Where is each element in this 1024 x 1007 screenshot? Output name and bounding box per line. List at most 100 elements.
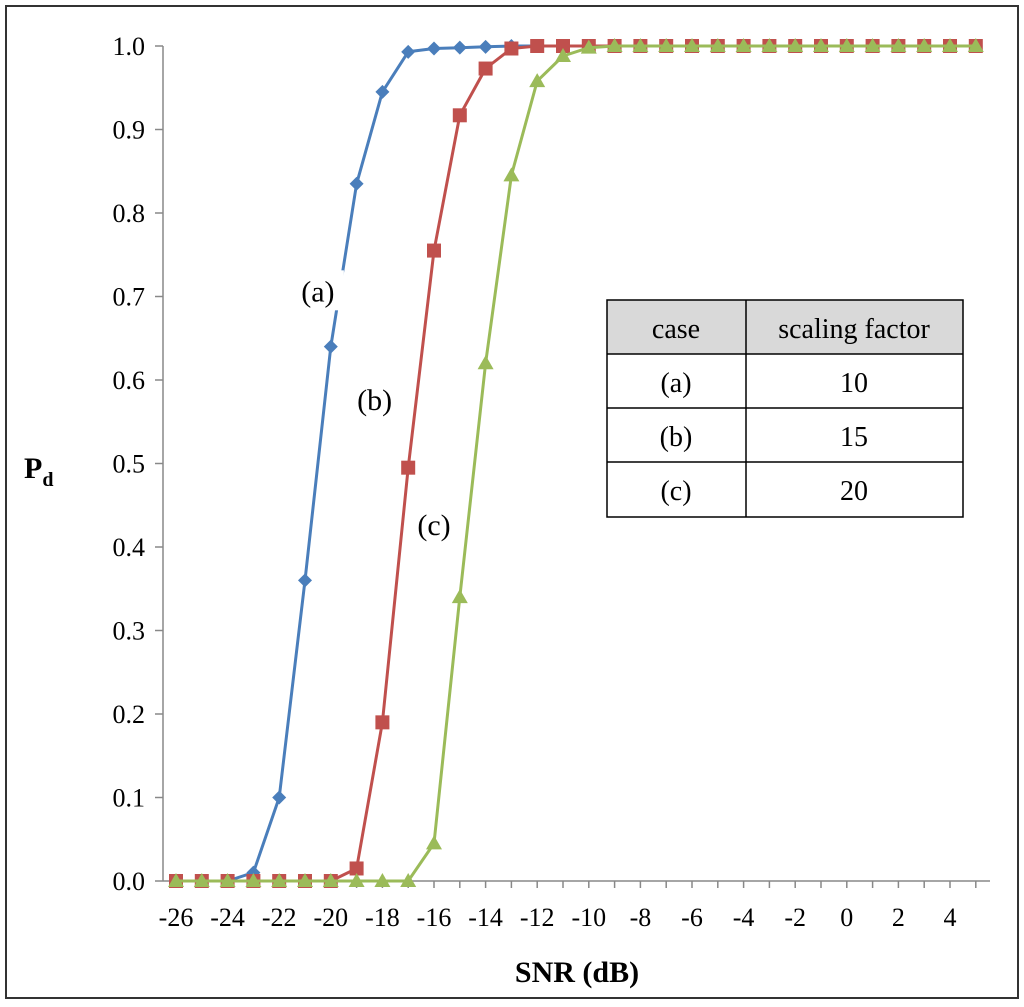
x-tick-label: -14 <box>468 903 503 932</box>
data-point <box>400 873 417 887</box>
data-point <box>272 790 287 805</box>
data-point <box>322 873 339 887</box>
table-header-case: case <box>652 314 700 345</box>
data-point <box>477 355 494 370</box>
data-point <box>580 39 597 54</box>
table-cell-scaling-factor: 10 <box>840 368 868 399</box>
data-point <box>452 108 467 123</box>
curve-label-background <box>408 504 460 545</box>
y-tick-label: 0.6 <box>113 366 146 395</box>
series-triangle <box>168 38 984 887</box>
y-tick-label: 0.1 <box>113 784 146 813</box>
x-tick-label: 0 <box>840 903 853 932</box>
data-point <box>245 873 262 887</box>
curve-label-background <box>291 270 344 311</box>
table-header-background <box>607 300 963 354</box>
y-tick-label: 0.4 <box>113 533 146 562</box>
data-point <box>735 38 752 52</box>
x-tick-label: -16 <box>417 903 452 932</box>
data-point <box>530 39 545 53</box>
data-point <box>298 573 312 588</box>
data-point <box>632 38 649 52</box>
table-cell-case: (a) <box>660 368 691 399</box>
data-point <box>503 167 520 182</box>
curve-label: (a) <box>301 275 334 308</box>
table-cell-scaling-factor: 15 <box>840 422 868 453</box>
data-point <box>529 73 546 88</box>
y-tick-label: 0.8 <box>113 199 146 228</box>
x-tick-label: -2 <box>784 903 806 932</box>
data-point <box>374 873 391 887</box>
data-point <box>967 38 984 52</box>
data-point <box>323 339 338 354</box>
x-tick-label: -12 <box>520 903 555 932</box>
data-point <box>271 873 288 887</box>
table-header-scaling-factor: scaling factor <box>778 314 930 345</box>
data-point <box>709 38 726 52</box>
data-point <box>349 176 364 191</box>
data-point <box>168 873 184 887</box>
table-cell-case: (c) <box>660 476 691 507</box>
y-axis-title: Pd <box>24 452 53 491</box>
scaling-factor-table: case scaling factor (a) 10 (b) 15 (c) 20 <box>606 299 964 518</box>
data-point <box>193 873 210 887</box>
data-point <box>427 41 441 56</box>
curve-label-background <box>348 378 401 419</box>
data-point <box>916 38 933 52</box>
x-tick-label: -8 <box>630 903 652 932</box>
x-tick-label: -6 <box>681 903 703 932</box>
x-tick-label: -24 <box>210 903 245 932</box>
data-point <box>864 38 881 52</box>
data-point <box>684 38 700 52</box>
data-point <box>813 38 829 52</box>
data-point <box>838 38 855 52</box>
data-point <box>942 38 958 52</box>
data-point <box>761 38 778 52</box>
data-point <box>375 715 390 730</box>
data-point <box>478 39 493 54</box>
data-point <box>297 873 313 887</box>
series-layer <box>168 38 984 888</box>
data-point <box>375 84 390 99</box>
data-point <box>658 38 675 52</box>
data-point <box>349 861 364 876</box>
x-tick-label: 2 <box>892 903 905 932</box>
data-point <box>348 873 365 887</box>
y-tick-label: 0.5 <box>113 450 146 479</box>
y-tick-group: 0.0 0.1 0.2 0.3 0.4 0.5 0.6 0.7 0.8 0.9 1.0 <box>113 32 163 896</box>
annotation-layer: (a) (b) (c) <box>291 270 460 545</box>
data-point <box>452 40 467 55</box>
data-point <box>787 38 804 52</box>
data-point <box>504 41 519 56</box>
data-point <box>426 835 442 850</box>
data-point <box>401 460 416 475</box>
y-tick-label: 0.0 <box>113 867 146 896</box>
x-tick-label: -18 <box>365 903 400 932</box>
y-tick-label: 0.9 <box>113 116 146 145</box>
x-tick-label: -20 <box>313 903 348 932</box>
data-point <box>890 38 907 52</box>
data-point <box>556 39 570 53</box>
data-point <box>401 44 416 59</box>
y-tick-label: 0.3 <box>113 617 146 646</box>
x-tick-group: -26 -24 -22 -20 -18 -16 -14 -12 -10 -8 -6 -4 -2 0 2 4 <box>159 881 977 932</box>
y-axis-title-main: P <box>24 452 42 485</box>
y-tick-label: 0.2 <box>113 700 146 729</box>
data-point <box>451 589 468 604</box>
x-tick-label: -26 <box>159 903 194 932</box>
data-point <box>427 243 441 258</box>
y-tick-label: 0.7 <box>113 283 146 312</box>
x-axis-title: SNR (dB) <box>515 956 639 989</box>
curve-label: (b) <box>357 384 392 417</box>
data-point <box>606 38 623 52</box>
table-cell-case: (b) <box>660 422 693 453</box>
x-tick-label: -4 <box>733 903 755 932</box>
x-tick-label: -22 <box>262 903 297 932</box>
table-cell-scaling-factor: 20 <box>840 476 868 507</box>
x-tick-label: -10 <box>571 903 606 932</box>
y-axis-title-subscript: d <box>42 469 53 491</box>
x-tick-label: 4 <box>944 903 957 932</box>
y-tick-label: 1.0 <box>113 32 146 61</box>
